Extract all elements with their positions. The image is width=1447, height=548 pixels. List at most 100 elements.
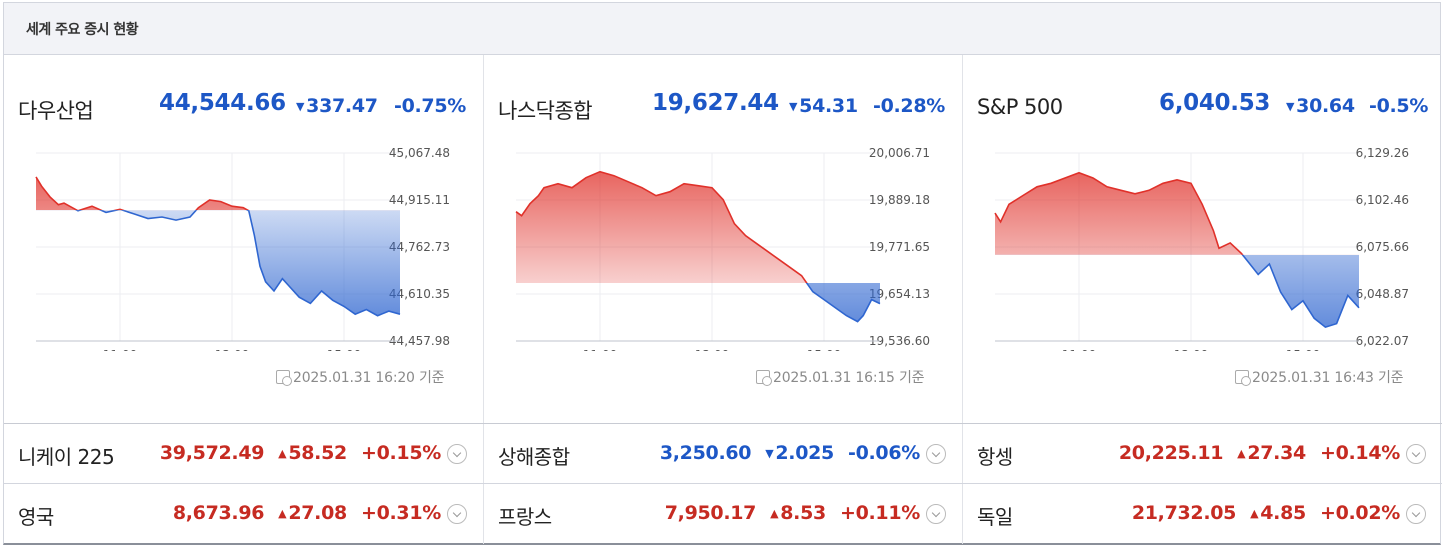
x-tick-label: 13:00 [215,348,250,351]
index-rows: 니케이 225 39,572.49 ▲ 58.52 +0.15% 상해종합 3,250… [4,423,1442,544]
x-tick-label: 11:00 [583,348,618,351]
index-value: 39,572.49 [159,442,265,464]
x-tick-label: 13:00 [695,348,730,351]
chevron-down-icon[interactable] [447,444,467,464]
index-value: 20,225.11 [1118,442,1224,464]
y-tick-label: 20,006.71 [869,146,930,160]
y-tick-label: 6,102.46 [1356,193,1409,207]
index-change: ▼ 30.64 [1286,95,1355,117]
change-value: 8.53 [780,502,826,524]
y-tick-label: 6,075.66 [1356,240,1409,254]
change-value: 4.85 [1260,502,1306,524]
x-tick-label: 15:00 [1286,348,1321,351]
timestamp: 2025.01.31 16:43 기준 [1235,367,1404,387]
timestamp-text: 2025.01.31 16:15 기준 [773,370,925,386]
timestamp: 2025.01.31 16:15 기준 [756,367,925,387]
change-value: 337.47 [306,95,378,117]
index-value: 7,950.17 [664,502,757,524]
intraday-chart: 20,006.71 19,889.18 19,771.65 19,654.13 19,5… [515,146,930,351]
index-panel-dow[interactable]: 다우산업 44,544.66 ▼ 337.47 -0.75% 45,067.48 4… [4,55,484,423]
index-figures: 3,250.60 ▼ 2.025 -0.06% [646,442,920,464]
clock-calendar-icon [276,370,292,386]
index-change: ▲ 27.08 [278,502,347,524]
clock-calendar-icon [1235,370,1251,386]
loss-area [995,254,1359,328]
index-name: S&P 500 [977,95,1063,119]
gain-area [36,176,248,211]
down-arrow-icon: ▼ [789,100,798,113]
index-percent: -0.06% [847,442,920,464]
index-value: 19,627.44 [652,90,779,116]
index-figures: 21,732.05 ▲ 4.85 +0.02% [1118,502,1400,524]
index-row: 영국 8,673.96 ▲ 27.08 +0.31% 프랑스 7,950.17 ▲ 8.5… [4,483,1442,544]
up-arrow-icon: ▲ [1250,507,1259,520]
price-line-above [35,176,250,211]
index-percent: +0.02% [1319,502,1400,524]
x-tick-label: 11:00 [1062,348,1097,351]
index-figures: 7,950.17 ▲ 8.53 +0.11% [651,502,921,524]
index-value: 3,250.60 [659,442,752,464]
chevron-down-icon[interactable] [926,504,946,524]
x-tick-label: 15:00 [327,348,362,351]
index-value: 8,673.96 [172,502,265,524]
chevron-down-icon[interactable] [1406,504,1426,524]
up-arrow-icon: ▲ [770,507,779,520]
index-name: 니케이 225 [18,445,115,469]
chevron-down-icon[interactable] [926,444,946,464]
index-cell-germany[interactable]: 독일 21,732.05 ▲ 4.85 +0.02% [963,484,1442,544]
down-arrow-icon: ▼ [296,100,305,113]
widget-title: 세계 주요 증시 현황 [4,3,1440,55]
index-percent: +0.14% [1319,442,1400,464]
x-tick-label: 13:00 [1174,348,1209,351]
index-panel-nasdaq[interactable]: 나스닥종합 19,627.44 ▼ 54.31 -0.28% 20,006.71 1… [484,55,963,423]
index-percent: +0.31% [360,502,441,524]
index-name: 항셍 [977,445,1013,469]
y-tick-label: 44,762.73 [389,240,450,254]
y-tick-label: 44,457.98 [389,334,450,348]
chevron-down-icon[interactable] [447,504,467,524]
index-name: 영국 [18,505,54,529]
y-tick-label: 19,771.65 [869,240,930,254]
index-cell-france[interactable]: 프랑스 7,950.17 ▲ 8.53 +0.11% [484,484,963,544]
world-market-widget: 세계 주요 증시 현황 다우산업 44,544.66 ▼ 337.47 -0.75… [3,2,1442,545]
price-line-below [1241,254,1360,328]
index-cell-hangseng[interactable]: 항셍 20,225.11 ▲ 27.34 +0.14% [963,424,1442,484]
index-name: 프랑스 [498,505,552,529]
x-tick-label: 15:00 [807,348,842,351]
chart-panels: 다우산업 44,544.66 ▼ 337.47 -0.75% 45,067.48 4… [4,55,1442,423]
intraday-chart: 6,129.26 6,102.46 6,075.66 6,048.87 6,022.07… [994,146,1409,351]
index-name: 독일 [977,505,1013,529]
y-tick-label: 19,654.13 [869,287,930,301]
index-change: ▲ 4.85 [1250,502,1306,524]
clock-calendar-icon [756,370,772,386]
index-figures: 39,572.49 ▲ 58.52 +0.15% [146,442,441,464]
change-value: 27.34 [1247,442,1306,464]
down-arrow-icon: ▼ [1286,100,1295,113]
index-percent: +0.11% [839,502,920,524]
gain-area [995,172,1243,255]
chevron-down-icon[interactable] [1406,444,1426,464]
y-tick-label: 45,067.48 [389,146,450,160]
index-cell-shanghai[interactable]: 상해종합 3,250.60 ▼ 2.025 -0.06% [484,424,963,484]
up-arrow-icon: ▲ [278,447,287,460]
loss-area [516,282,880,322]
change-value: 2.025 [775,442,834,464]
y-tick-label: 19,536.60 [869,334,930,348]
index-cell-nikkei[interactable]: 니케이 225 39,572.49 ▲ 58.52 +0.15% [4,424,484,484]
index-percent: -0.75% [394,95,467,117]
y-tick-label: 6,022.07 [1356,334,1409,348]
y-tick-label: 19,889.18 [869,193,930,207]
index-percent: -0.28% [873,95,946,117]
index-change: ▲ 58.52 [278,442,347,464]
index-cell-uk[interactable]: 영국 8,673.96 ▲ 27.08 +0.31% [4,484,484,544]
index-panel-sp500[interactable]: S&P 500 6,040.53 ▼ 30.64 -0.5% 6,129.26 6,… [963,55,1442,423]
index-name: 상해종합 [498,445,570,469]
index-value: 6,040.53 [1159,90,1271,116]
price-line-below [75,210,401,317]
timestamp-text: 2025.01.31 16:43 기준 [1252,370,1404,386]
loss-area [36,210,400,316]
change-value: 54.31 [799,95,858,117]
change-value: 27.08 [288,502,347,524]
index-change: ▼ 54.31 [789,95,858,117]
index-change: ▲ 8.53 [770,502,826,524]
